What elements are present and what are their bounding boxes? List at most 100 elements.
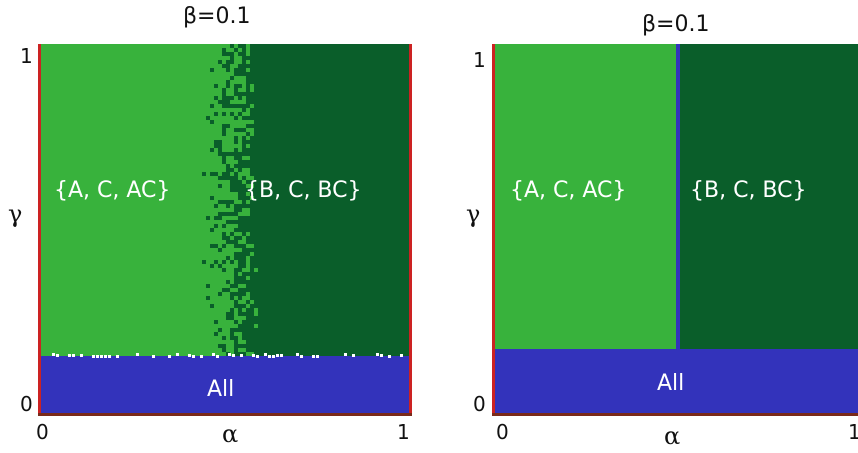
noise-cell xyxy=(198,272,202,276)
noise-cell xyxy=(250,244,254,248)
noise-cell xyxy=(202,300,206,304)
noise-cell xyxy=(206,176,210,180)
noise-cell xyxy=(230,204,234,208)
noise-cell xyxy=(218,196,222,200)
noise-cell xyxy=(230,308,234,312)
noise-cell xyxy=(242,88,246,92)
noise-cell xyxy=(206,348,210,352)
noise-cell xyxy=(210,132,214,136)
noise-cell xyxy=(198,172,202,176)
noise-cell xyxy=(206,272,210,276)
noise-cell xyxy=(210,252,214,256)
white-dot xyxy=(152,355,155,358)
noise-cell xyxy=(234,208,238,212)
noise-cell xyxy=(242,272,246,276)
noise-cell xyxy=(246,256,250,260)
noise-cell xyxy=(214,296,218,300)
noise-cell xyxy=(230,112,234,116)
noise-cell xyxy=(238,116,242,120)
noise-cell xyxy=(246,348,250,352)
noise-cell xyxy=(238,88,242,92)
noise-cell xyxy=(206,212,210,216)
noise-cell xyxy=(242,260,246,264)
noise-cell xyxy=(246,308,250,312)
noise-cell xyxy=(230,64,234,68)
noise-cell xyxy=(214,352,218,356)
noise-cell xyxy=(238,164,242,168)
noise-cell xyxy=(202,64,206,68)
noise-cell xyxy=(214,56,218,60)
noise-cell xyxy=(242,228,246,232)
right-region-light-green xyxy=(492,44,676,349)
noise-cell xyxy=(226,272,230,276)
noise-cell xyxy=(210,56,214,60)
noise-cell xyxy=(250,116,254,120)
noise-cell xyxy=(202,84,206,88)
noise-cell xyxy=(202,152,206,156)
noise-cell xyxy=(202,156,206,160)
noise-cell xyxy=(218,52,222,56)
noise-cell xyxy=(234,348,238,352)
noise-cell xyxy=(222,252,226,256)
noise-cell xyxy=(234,252,238,256)
noise-cell xyxy=(198,192,202,196)
noise-cell xyxy=(206,196,210,200)
noise-cell xyxy=(202,52,206,56)
noise-cell xyxy=(242,296,246,300)
noise-cell xyxy=(242,148,246,152)
noise-cell xyxy=(230,192,234,196)
noise-cell xyxy=(198,296,202,300)
noise-cell xyxy=(250,188,254,192)
noise-cell xyxy=(198,144,202,148)
noise-cell xyxy=(222,308,226,312)
noise-cell xyxy=(246,104,250,108)
noise-cell xyxy=(218,80,222,84)
noise-cell xyxy=(254,268,258,272)
noise-cell xyxy=(218,320,222,324)
noise-cell xyxy=(202,92,206,96)
noise-cell xyxy=(230,216,234,220)
noise-cell xyxy=(226,80,230,84)
noise-cell xyxy=(218,156,222,160)
left-y-axis-label: γ xyxy=(8,200,23,228)
noise-cell xyxy=(206,316,210,320)
noise-cell xyxy=(206,128,210,132)
noise-cell xyxy=(198,292,202,296)
noise-cell xyxy=(242,164,246,168)
noise-cell xyxy=(222,172,226,176)
noise-cell xyxy=(226,296,230,300)
noise-cell xyxy=(214,344,218,348)
noise-cell xyxy=(242,240,246,244)
noise-cell xyxy=(234,292,238,296)
noise-cell xyxy=(246,92,250,96)
noise-cell xyxy=(246,292,250,296)
noise-cell xyxy=(198,212,202,216)
noise-cell xyxy=(250,292,254,296)
noise-cell xyxy=(226,104,230,108)
white-dot xyxy=(268,355,271,358)
noise-cell xyxy=(202,120,206,124)
white-dot xyxy=(108,355,111,358)
noise-cell xyxy=(242,68,246,72)
noise-cell xyxy=(250,260,254,264)
noise-cell xyxy=(234,264,238,268)
noise-cell xyxy=(202,236,206,240)
noise-cell xyxy=(226,328,230,332)
noise-cell xyxy=(218,272,222,276)
noise-cell xyxy=(210,208,214,212)
noise-cell xyxy=(210,196,214,200)
noise-cell xyxy=(226,320,230,324)
noise-cell xyxy=(214,88,218,92)
noise-cell xyxy=(234,48,238,52)
noise-cell xyxy=(250,332,254,336)
noise-cell xyxy=(214,132,218,136)
noise-cell xyxy=(202,96,206,100)
noise-cell xyxy=(198,136,202,140)
noise-cell xyxy=(198,88,202,92)
noise-cell xyxy=(246,120,250,124)
noise-cell xyxy=(226,88,230,92)
noise-cell xyxy=(206,140,210,144)
noise-cell xyxy=(214,64,218,68)
noise-cell xyxy=(198,244,202,248)
noise-cell xyxy=(198,348,202,352)
